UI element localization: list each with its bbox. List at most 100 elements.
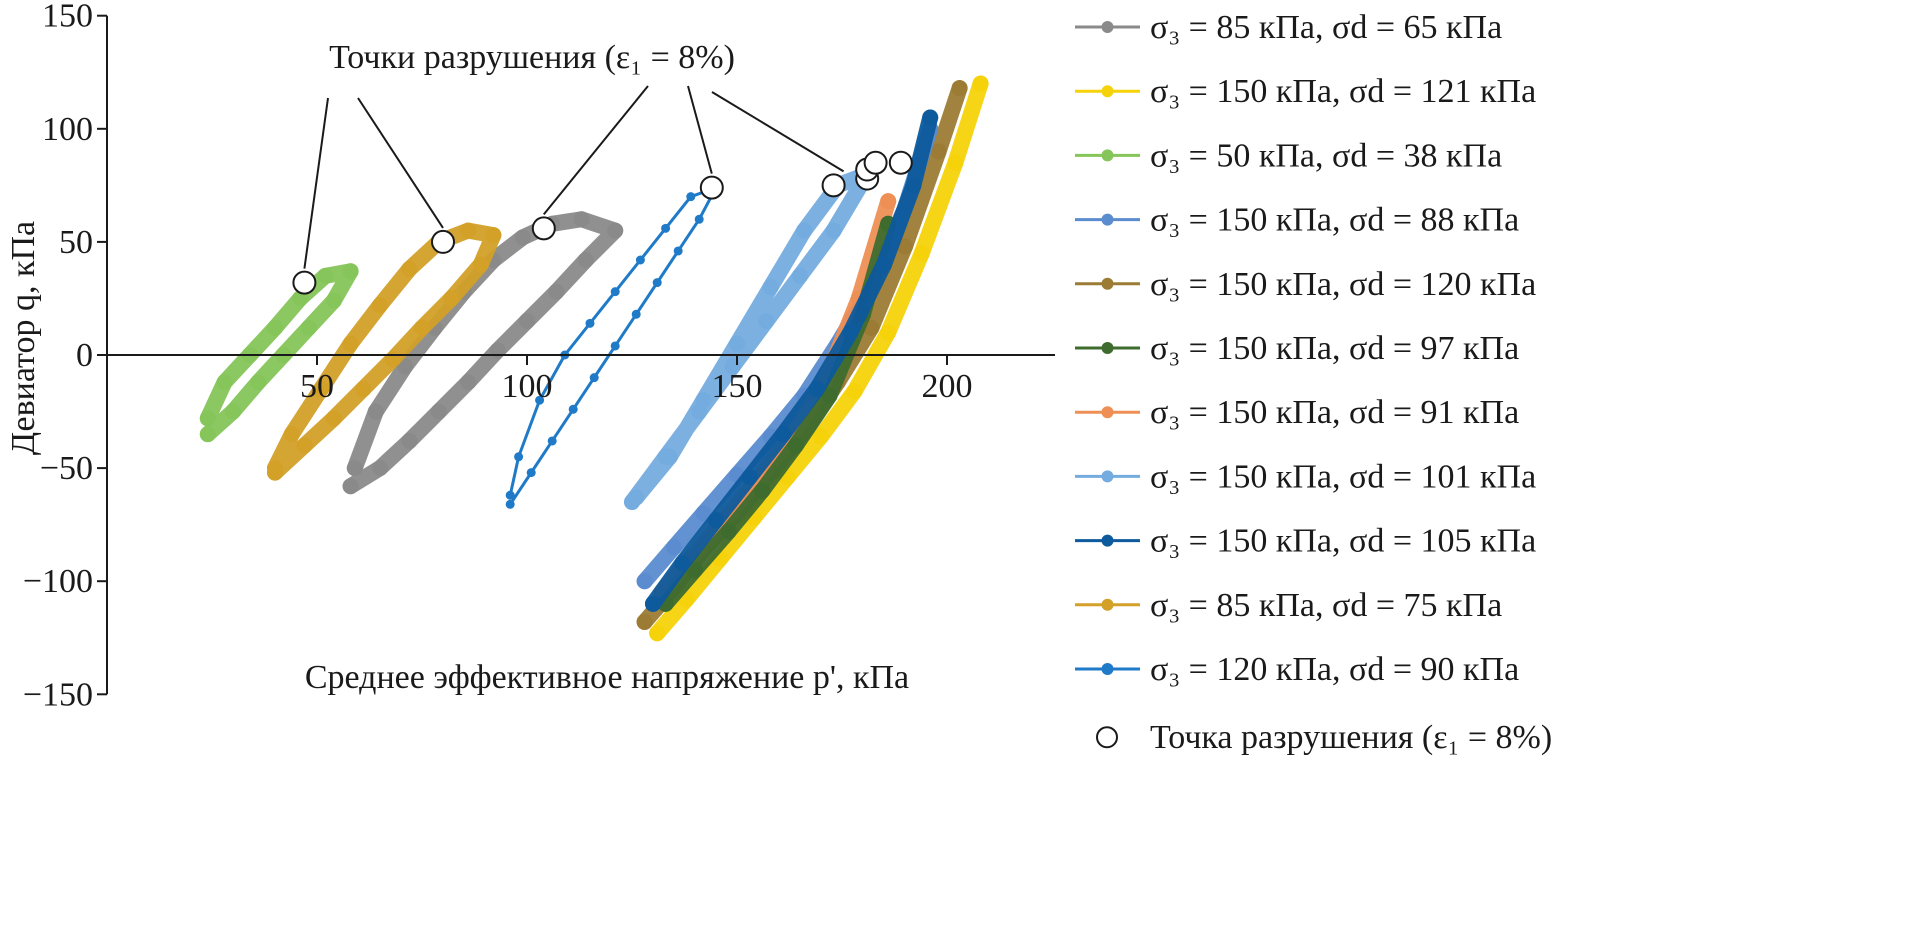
series-1-point [489,342,506,359]
series-3-point [199,426,216,443]
legend-label: σ₃ = 150 кПа, σd = 121 кПа [1150,73,1536,110]
series-10-point [384,351,401,368]
series-8-point [661,448,678,465]
annotation-layer: Точки разрушения (ε₁ = 8%) [303,39,845,269]
legend-label: σ₃ = 85 кПа, σd = 75 кПа [1150,587,1502,624]
series-3-point [317,267,334,284]
series-9 [645,109,939,612]
series-3-point [225,403,241,420]
series-10-point [372,297,388,314]
series-10-line [267,222,502,481]
series-10-point [355,380,372,397]
series-1-point [460,374,477,391]
series-10-point [460,222,477,239]
legend-swatch-marker [1101,598,1114,611]
series-10-point [443,290,460,307]
legend-failure-marker [1096,726,1118,749]
legend-swatch-marker [1101,663,1114,675]
series-11-point [652,278,662,288]
series-6-point [720,523,737,540]
legend-label: σ₃ = 150 кПа, σd = 97 кПа [1150,330,1519,367]
series-1-point [346,460,363,477]
series-10-point [485,227,502,244]
series-8-point [628,489,645,506]
series-4-point [636,573,653,590]
legend-item-4: σ₃ = 150 кПа, σd = 88 кПа [1075,202,1519,239]
legend-label: σ₃ = 120 кПа, σd = 90 кПа [1150,651,1519,688]
series-1-point [573,211,590,228]
legend-label: σ₃ = 50 кПа, σd = 38 кПа [1150,137,1502,174]
legend-swatch-marker [1101,85,1114,98]
legend-swatch-marker [1101,534,1114,547]
series-11-line [508,186,718,506]
series-1-point [430,403,447,420]
annotation-leader-line [303,97,329,269]
series-8-point [695,392,712,409]
series-8-point [762,279,779,296]
series-3-point [342,263,359,280]
failure-point [863,150,888,175]
series-11-point [535,395,545,405]
series-9-point [922,109,939,126]
legend-item-failure: Точка разрушения (ε₁ = 8%) [1096,719,1552,756]
annotation-leader-line [543,85,649,215]
series-5-point [951,80,968,97]
legend-item-3: σ₃ = 50 кПа, σd = 38 кПа [1075,137,1502,174]
annotation-leader-line [711,91,845,173]
series-9-point [775,426,792,443]
series-1-point [514,229,531,246]
legend-swatch-marker [1101,342,1114,354]
series-11-point [610,287,620,297]
series-1-point [401,432,418,449]
series-11-point [526,468,536,478]
series-3-point [300,319,317,336]
series-10-point [401,261,418,278]
y-tick-label: 100 [42,111,93,148]
y-axis-title: Девиатор q, кПа [5,221,42,455]
axes: 150 100 50 0 −50 −100 −150 50 100 150 200 Среднее э… [5,0,1055,713]
series-3-point [216,374,233,391]
x-tick-label: 50 [300,368,334,405]
series-10-point [325,410,342,427]
series-11-point [589,373,599,383]
series-11-point [694,214,704,224]
x-tick-label: 200 [922,368,973,405]
series-10-point [267,460,283,477]
failure-annotation: Точки разрушения (ε₁ = 8%) [329,39,735,76]
series-11-point [505,499,515,509]
legend-label: σ₃ = 150 кПа, σd = 120 кПа [1150,266,1536,303]
series-11-point [568,404,578,414]
legend-item-8: σ₃ = 150 кПа, σd = 101 кПа [1075,458,1536,495]
legend-item-11: σ₃ = 120 кПа, σd = 90 кПа [1075,651,1519,688]
x-tick-label: 100 [502,368,553,405]
x-tick-label: 150 [712,368,763,405]
series-8-point [825,222,842,239]
failure-point [699,175,724,200]
series-6-point [821,387,838,404]
y-tick-label: 150 [42,0,93,35]
series-9-point [842,324,859,341]
series-9-point [741,469,758,486]
legend-swatch-marker [1101,149,1114,162]
series-9-point [708,512,724,529]
series-9-point [645,595,661,612]
series-11-point [547,436,557,446]
series-11-point [673,246,683,256]
series-1-point [397,358,414,375]
legend-swatch-marker [1101,213,1114,226]
legend-swatch-marker [1101,470,1114,483]
legend-label: σ₃ = 150 кПа, σd = 101 кПа [1150,458,1536,495]
legend-swatch-marker [1101,21,1114,33]
failure-points-layer [292,150,913,295]
series-1-point [372,460,388,477]
legend-label: σ₃ = 150 кПа, σd = 91 кПа [1150,394,1519,431]
legend-item-1: σ₃ = 85 кПа, σd = 65 кПа [1075,9,1502,46]
series-11-point [514,452,524,462]
series-11-point [631,309,641,319]
legend-item-7: σ₃ = 150 кПа, σd = 91 кПа [1075,394,1519,431]
legend-label: σ₃ = 150 кПа, σd = 88 кПа [1150,202,1519,239]
series-2-point [649,625,666,642]
y-tick-label: −150 [23,676,93,713]
series-1-point [519,313,535,330]
